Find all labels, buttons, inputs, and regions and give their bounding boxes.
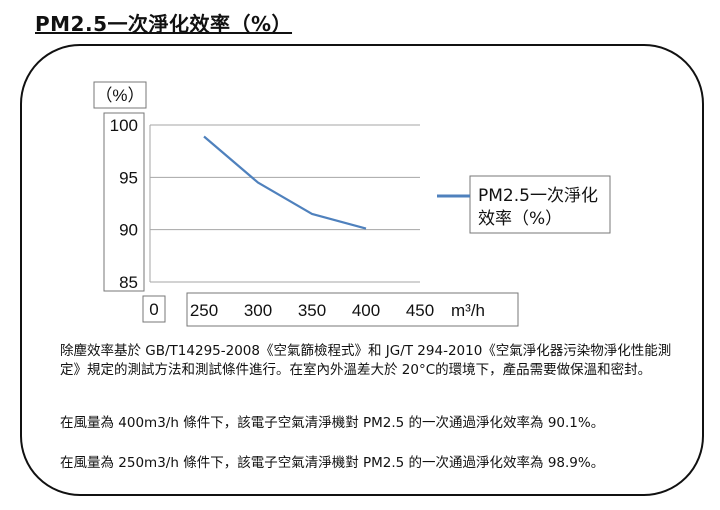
result-400-paragraph: 在風量為 400m3/h 條件下，該電子空氣清淨機對 PM2.5 的一次通過淨化…: [60, 415, 605, 431]
x-origin-box: [142, 295, 166, 323]
series-line: [203, 135, 367, 230]
series-lines: [203, 135, 367, 230]
description-paragraph: 除塵效率基於 GB/T14295-2008《空氣篩檢程式》和 JG/T 294-…: [60, 343, 672, 378]
x-origin-label: 0: [149, 300, 158, 319]
y-tick-label: 90: [119, 221, 138, 240]
grid-lines: [149, 124, 420, 283]
x-axis-labels: 0 250 300 350 400 450 m³/h: [142, 292, 519, 327]
legend-box: [469, 175, 611, 234]
x-tick-label: 250: [190, 301, 218, 320]
x-tick-box: [186, 292, 519, 327]
x-tick-label: 300: [244, 301, 272, 320]
page-title: PM2.5一次淨化效率（%）: [35, 12, 293, 36]
y-unit-box: [93, 81, 147, 109]
result-250-paragraph: 在風量為 250m3/h 條件下，該電子空氣清淨機對 PM2.5 的一次通過淨化…: [60, 455, 605, 471]
y-tick-label: 95: [119, 168, 138, 187]
y-tick-box: [103, 112, 145, 292]
efficiency-chart: （%） 85 90 95 100 0 250 300 350 400 450 m³/h PM2.5一…: [93, 81, 611, 327]
legend-label-line1: PM2.5一次淨化: [478, 186, 598, 206]
legend: PM2.5一次淨化效率（%）: [437, 175, 611, 234]
y-unit-label: （%）: [95, 86, 144, 105]
x-unit-label: m³/h: [451, 301, 485, 320]
y-axis-labels: （%） 85 90 95 100: [93, 81, 147, 292]
legend-label-line2: 效率（%）: [478, 209, 562, 229]
x-tick-label: 350: [298, 301, 326, 320]
x-tick-label: 400: [352, 301, 380, 320]
content-frame: [20, 44, 704, 496]
y-tick-label: 100: [110, 116, 138, 135]
y-tick-label: 85: [119, 273, 138, 292]
x-tick-label: 450: [406, 301, 434, 320]
